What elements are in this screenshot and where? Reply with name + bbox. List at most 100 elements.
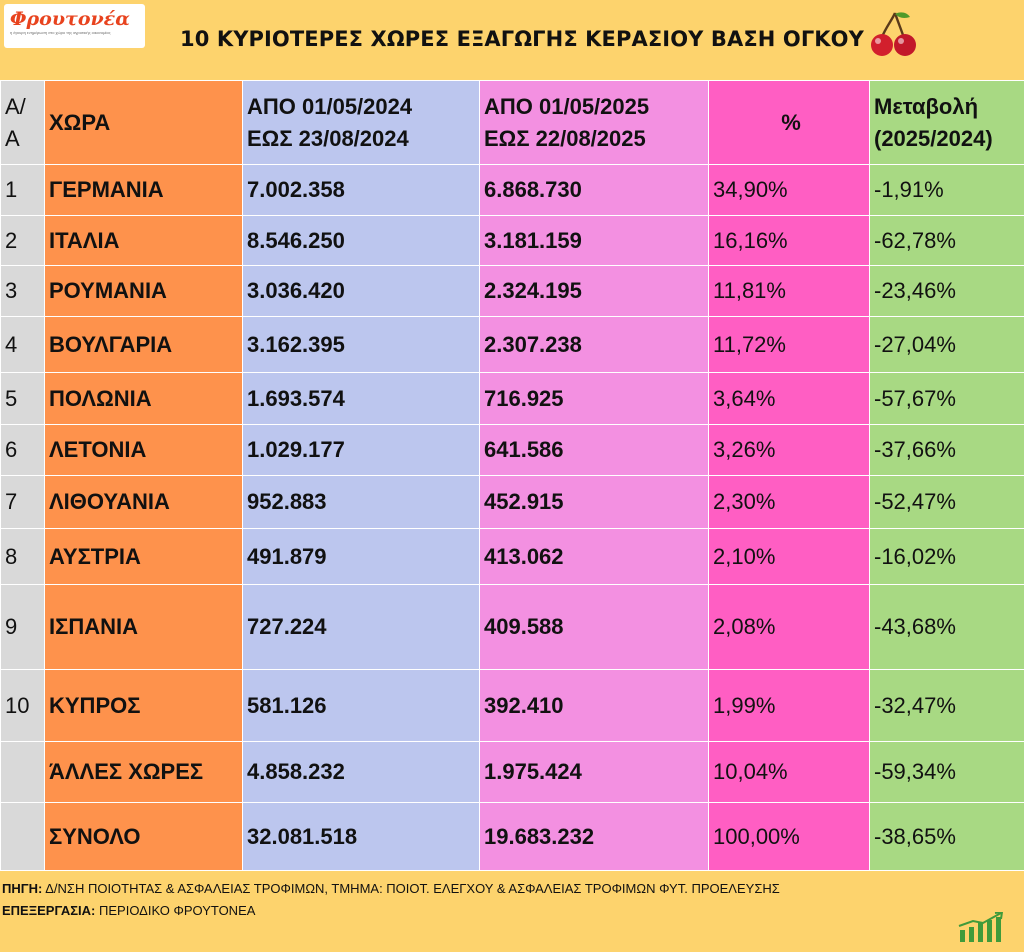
row-share: 2,30% (708, 475, 870, 529)
row-volume-2024: 1.029.177 (242, 424, 480, 476)
row-index: 7 (0, 475, 45, 529)
row-change: -43,68% (869, 584, 1024, 670)
row-change: -57,67% (869, 372, 1024, 425)
row-volume-2025: 716.925 (479, 372, 709, 425)
row-country: ΣΥΝΟΛΟ (44, 802, 243, 871)
row-volume-2025: 392.410 (479, 669, 709, 742)
footer-processing: ΕΠΕΞΕΡΓΑΣΙΑ: ΠΕΡΙΟΔΙΚΟ ΦΡΟΥΤΟΝΕΑ (2, 900, 780, 922)
header-period-2025-from: ΑΠΟ 01/05/2025 (484, 93, 650, 119)
table-row: 7 ΛΙΘΟΥΑΝΙΑ 952.883 452.915 2,30% -52,47% (0, 475, 1024, 529)
table-row: ΆΛΛΕΣ ΧΩΡΕΣ 4.858.232 1.975.424 10,04% -59,3… (0, 741, 1024, 803)
row-share: 11,72% (708, 316, 870, 373)
footer: ΠΗΓΗ: Δ/ΝΣΗ ΠΟΙΟΤΗΤΑΣ & ΑΣΦΑΛΕΙΑΣ ΤΡΟΦΙΜ… (2, 878, 780, 922)
row-index: 9 (0, 584, 45, 670)
row-share: 16,16% (708, 215, 870, 266)
row-volume-2025: 413.062 (479, 528, 709, 585)
growth-chart-icon (958, 912, 1004, 942)
row-volume-2024: 7.002.358 (242, 164, 480, 216)
header-period-2024: ΑΠΟ 01/05/2024 ΕΩΣ 23/08/2024 (242, 80, 480, 165)
row-share: 3,26% (708, 424, 870, 476)
header-aa-line-1: Α/ (5, 93, 26, 119)
table-row: 2 ΙΤΑΛΙΑ 8.546.250 3.181.159 16,16% -62,78% (0, 215, 1024, 266)
row-country: ΆΛΛΕΣ ΧΩΡΕΣ (44, 741, 243, 803)
row-share: 2,08% (708, 584, 870, 670)
row-change: -32,47% (869, 669, 1024, 742)
row-volume-2025: 2.307.238 (479, 316, 709, 373)
row-country: ΚΥΠΡΟΣ (44, 669, 243, 742)
row-change: -27,04% (869, 316, 1024, 373)
table-row: 9 ΙΣΠΑΝΙΑ 727.224 409.588 2,08% -43,68% (0, 584, 1024, 670)
row-country: ΛΙΘΟΥΑΝΙΑ (44, 475, 243, 529)
row-index: 10 (0, 669, 45, 742)
row-index: 1 (0, 164, 45, 216)
row-share: 11,81% (708, 265, 870, 317)
row-country: ΠΟΛΩΝΙΑ (44, 372, 243, 425)
logo-brand: Φρουτονέα (10, 8, 130, 30)
footer-processing-label: ΕΠΕΞΕΡΓΑΣΙΑ: (2, 903, 96, 918)
row-country: ΑΥΣΤΡΙΑ (44, 528, 243, 585)
row-change: -23,46% (869, 265, 1024, 317)
row-share: 2,10% (708, 528, 870, 585)
row-country: ΛΕΤΟΝΙΑ (44, 424, 243, 476)
row-volume-2025: 409.588 (479, 584, 709, 670)
row-volume-2024: 1.693.574 (242, 372, 480, 425)
row-country: ΡΟΥΜΑΝΙΑ (44, 265, 243, 317)
header-period-2024-to: ΕΩΣ 23/08/2024 (247, 125, 409, 151)
header-share: % (708, 80, 870, 165)
row-volume-2024: 3.036.420 (242, 265, 480, 317)
row-share: 100,00% (708, 802, 870, 871)
row-share: 10,04% (708, 741, 870, 803)
row-index: 5 (0, 372, 45, 425)
row-country: ΙΤΑΛΙΑ (44, 215, 243, 266)
frutonea-logo: Φρουτονέα η έγκυρη ενημέρωση στο χώρο τη… (4, 4, 145, 48)
header-change: Μεταβολή (2025/2024) (869, 80, 1024, 165)
logo-tagline: η έγκυρη ενημέρωση στο χώρο της αγροτική… (10, 30, 111, 35)
footer-source: ΠΗΓΗ: Δ/ΝΣΗ ΠΟΙΟΤΗΤΑΣ & ΑΣΦΑΛΕΙΑΣ ΤΡΟΦΙΜ… (2, 878, 780, 900)
table-row: 5 ΠΟΛΩΝΙΑ 1.693.574 716.925 3,64% -57,67% (0, 372, 1024, 425)
header-period-2024-from: ΑΠΟ 01/05/2024 (247, 93, 413, 119)
row-index (0, 802, 45, 871)
row-index: 8 (0, 528, 45, 585)
header-aa: Α/ Α (0, 80, 45, 165)
row-volume-2024: 4.858.232 (242, 741, 480, 803)
row-volume-2025: 641.586 (479, 424, 709, 476)
table-row: 6 ΛΕΤΟΝΙΑ 1.029.177 641.586 3,26% -37,66% (0, 424, 1024, 476)
row-change: -59,34% (869, 741, 1024, 803)
cherry-icon (871, 12, 916, 56)
row-index: 2 (0, 215, 45, 266)
row-volume-2024: 491.879 (242, 528, 480, 585)
row-volume-2024: 581.126 (242, 669, 480, 742)
row-volume-2024: 3.162.395 (242, 316, 480, 373)
table-header: Α/ Α ΧΩΡΑ ΑΠΟ 01/05/2024 ΕΩΣ 23/08/2024 … (0, 80, 1024, 165)
header-change-line-2: (2025/2024) (874, 125, 993, 151)
row-country: ΙΣΠΑΝΙΑ (44, 584, 243, 670)
row-volume-2025: 2.324.195 (479, 265, 709, 317)
table-row: 1 ΓΕΡΜΑΝΙΑ 7.002.358 6.868.730 34,90% -1,91% (0, 164, 1024, 216)
table-row: 8 ΑΥΣΤΡΙΑ 491.879 413.062 2,10% -16,02% (0, 528, 1024, 585)
row-change: -38,65% (869, 802, 1024, 871)
header-country: ΧΩΡΑ (44, 80, 243, 165)
row-share: 1,99% (708, 669, 870, 742)
row-change: -1,91% (869, 164, 1024, 216)
header-aa-line-2: Α (5, 125, 20, 151)
header-period-2025: ΑΠΟ 01/05/2025 ΕΩΣ 22/08/2025 (479, 80, 709, 165)
header-change-line-1: Μεταβολή (874, 93, 979, 119)
row-change: -52,47% (869, 475, 1024, 529)
row-volume-2025: 19.683.232 (479, 802, 709, 871)
row-index: 6 (0, 424, 45, 476)
table-row: 3 ΡΟΥΜΑΝΙΑ 3.036.420 2.324.195 11,81% -23,46% (0, 265, 1024, 317)
row-volume-2024: 952.883 (242, 475, 480, 529)
footer-source-text: Δ/ΝΣΗ ΠΟΙΟΤΗΤΑΣ & ΑΣΦΑΛΕΙΑΣ ΤΡΟΦΙΜΩΝ, ΤΜ… (45, 881, 780, 896)
row-country: ΓΕΡΜΑΝΙΑ (44, 164, 243, 216)
row-volume-2025: 452.915 (479, 475, 709, 529)
footer-source-label: ΠΗΓΗ: (2, 881, 43, 896)
row-volume-2024: 8.546.250 (242, 215, 480, 266)
header-period-2025-to: ΕΩΣ 22/08/2025 (484, 125, 646, 151)
row-volume-2024: 727.224 (242, 584, 480, 670)
row-index (0, 741, 45, 803)
row-volume-2025: 3.181.159 (479, 215, 709, 266)
row-volume-2025: 6.868.730 (479, 164, 709, 216)
row-volume-2025: 1.975.424 (479, 741, 709, 803)
row-country: ΒΟΥΛΓΑΡΙΑ (44, 316, 243, 373)
table-row: 10 ΚΥΠΡΟΣ 581.126 392.410 1,99% -32,47% (0, 669, 1024, 742)
